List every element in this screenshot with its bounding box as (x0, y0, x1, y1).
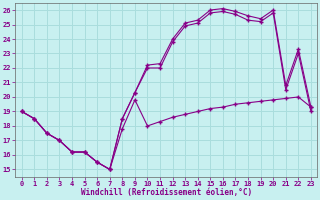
X-axis label: Windchill (Refroidissement éolien,°C): Windchill (Refroidissement éolien,°C) (81, 188, 252, 197)
